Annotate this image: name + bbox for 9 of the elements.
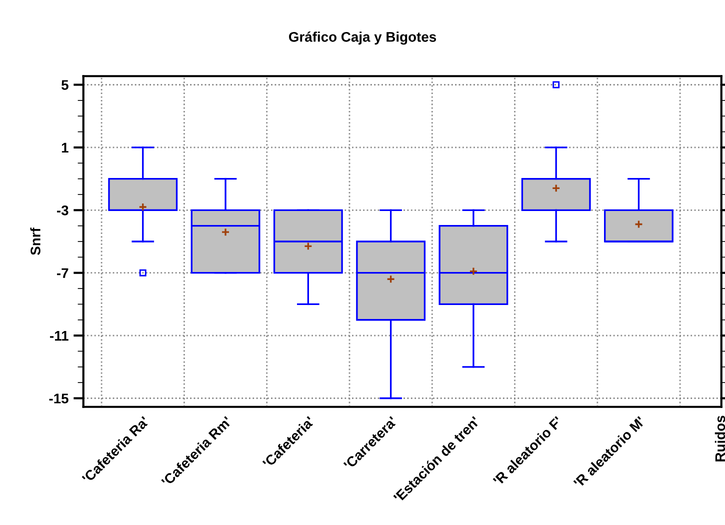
x-tick-label: Ruidos [714, 416, 725, 462]
y-axis-title: Snrf [30, 228, 40, 255]
y-tick-label: 1 [62, 142, 68, 152]
y-tick-label: -3 [56, 205, 68, 216]
y-tick-label: -15 [49, 394, 68, 404]
y-tick-label: -11 [50, 331, 68, 341]
chart-title: Gráfico Caja y Bigotes [288, 32, 436, 45]
y-tick-label: -7 [56, 268, 68, 278]
y-tick-label: 5 [61, 80, 68, 90]
